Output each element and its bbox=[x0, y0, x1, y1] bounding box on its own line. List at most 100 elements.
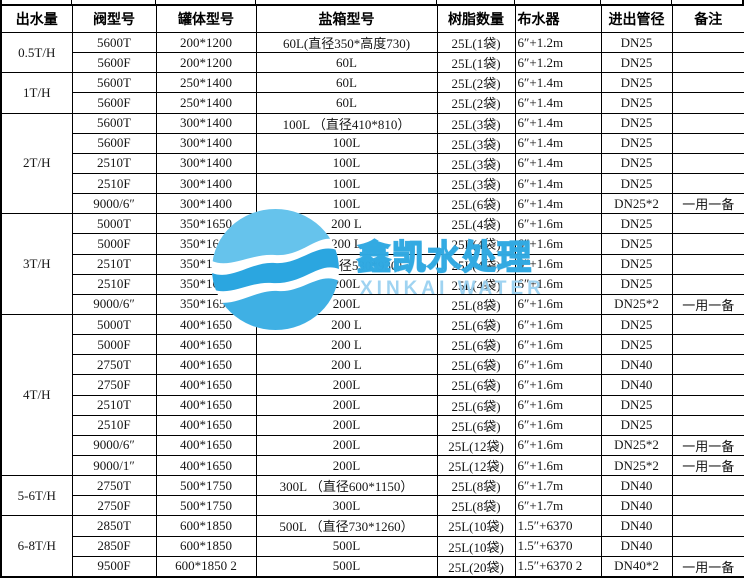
cell-salt-tank-model: 500L （直径730*1260） bbox=[255, 515, 438, 537]
cell-value: DN25 bbox=[620, 54, 653, 70]
cell-value: 5600F bbox=[97, 135, 131, 151]
cell-value: 6″+1.4m bbox=[517, 74, 564, 90]
cell-value: 300*1400 bbox=[180, 195, 232, 211]
cell-value: 2850F bbox=[97, 538, 131, 554]
cell-value: 60L bbox=[336, 54, 357, 70]
column-header-label: 树脂数量 bbox=[448, 13, 504, 28]
cell-value: 200*1200 bbox=[180, 54, 232, 70]
cell-value: 200L bbox=[332, 397, 361, 413]
cell-value: 350*1650 bbox=[180, 296, 232, 312]
table-row: 9000/6″ 300*1400 100L 25L(6袋) 6″+1.4m DN25*2 一… bbox=[1, 193, 744, 215]
cell-remark bbox=[671, 354, 744, 376]
cell-value: 25L(12袋) bbox=[448, 438, 504, 454]
cell-value: 一用一备 bbox=[682, 459, 735, 475]
cell-pipe-diameter: DN25*2 bbox=[600, 193, 673, 215]
cell-value: DN25 bbox=[620, 417, 653, 433]
cell-value: 25L(2袋) bbox=[451, 76, 501, 92]
cell-remark bbox=[671, 172, 744, 195]
cell-value: DN25 bbox=[620, 34, 653, 50]
cell-water-distributor: 6″+1.2m bbox=[514, 52, 602, 74]
cell-resin-quantity: 25L(6袋) bbox=[436, 394, 516, 416]
cell-valve-model: 5600T bbox=[71, 112, 157, 134]
cell-valve-model: 2850T bbox=[71, 515, 157, 537]
cell-tank-model: 600*1850 bbox=[155, 535, 257, 557]
cell-pipe-diameter: DN25 bbox=[600, 334, 673, 356]
cell-value: 2850T bbox=[97, 517, 131, 533]
cell-value: 6″+1.6m bbox=[517, 256, 564, 272]
cell-value: 2750T bbox=[97, 477, 131, 493]
cell-resin-quantity: 25L(3袋) bbox=[436, 152, 516, 174]
cell-salt-tank-model: 200 L bbox=[255, 233, 438, 255]
cell-tank-model: 400*1650 bbox=[155, 454, 257, 477]
cell-tank-model: 350*1650 bbox=[155, 273, 257, 295]
cell-remark bbox=[671, 414, 744, 436]
cell-value: 6″+1.6m bbox=[517, 336, 564, 352]
cell-water-distributor: 6″+1.4m bbox=[514, 193, 602, 215]
table-row: 2510T 400*1650 200L 25L(6袋) 6″+1.6m DN25 bbox=[1, 394, 744, 416]
grid-line-stub bbox=[436, 0, 437, 4]
cell-water-distributor: 6″+1.6m bbox=[514, 334, 602, 356]
cell-value: 6″+1.6m bbox=[517, 356, 564, 372]
cell-value: 25L(4袋) bbox=[451, 217, 501, 233]
cell-salt-tank-model: 60L bbox=[255, 72, 438, 94]
cell-valve-model: 9000/6″ bbox=[71, 434, 157, 456]
cell-valve-model: 5600T bbox=[71, 31, 157, 54]
cell-pipe-diameter: DN25 bbox=[600, 31, 673, 54]
table-row: 0.5T/H 5600T 200*1200 60L(直径350*高度730) 25L(1… bbox=[0, 31, 744, 74]
cell-value: 1.5″+6370 2 bbox=[517, 558, 583, 574]
cell-resin-quantity: 25L(1袋) bbox=[436, 31, 516, 54]
cell-value: 25L(8袋) bbox=[451, 297, 501, 313]
cell-tank-model: 400*1650 bbox=[155, 313, 257, 336]
cell-valve-model: 2510T bbox=[71, 394, 157, 416]
cell-value: 6″+1.6m bbox=[517, 215, 564, 231]
cell-tank-model: 300*1400 bbox=[155, 193, 257, 215]
cell-valve-model: 2510F bbox=[71, 273, 157, 295]
cell-pipe-diameter: DN25 bbox=[600, 92, 673, 114]
cell-tank-model: 250*1400 bbox=[155, 92, 257, 114]
cell-value: 25L(2袋) bbox=[451, 96, 501, 112]
cell-value: 2510T bbox=[97, 397, 131, 413]
cell-water-distributor: 6″+1.6m bbox=[514, 414, 602, 436]
cell-valve-model: 9500F bbox=[71, 555, 157, 578]
column-header-label: 布水器 bbox=[517, 13, 560, 28]
cell-water-distributor: 6″+1.6m bbox=[514, 394, 602, 416]
cell-value: 6″+1.2m bbox=[517, 54, 564, 70]
table-row: 1T/H 5600T 250*1400 60L 25L(2袋) 6″+1.4m DN25 bbox=[0, 72, 744, 114]
cell-remark bbox=[671, 213, 744, 235]
cell-value: 400*1650 bbox=[180, 376, 232, 392]
cell-value: 100L bbox=[332, 155, 361, 171]
cell-valve-model: 5000F bbox=[71, 233, 157, 255]
cell-value: 200L bbox=[332, 437, 361, 453]
cell-value: 100L bbox=[332, 175, 361, 191]
cell-value: DN25*2 bbox=[614, 457, 659, 473]
column-header-label: 出水量 bbox=[15, 13, 58, 28]
cell-water-distributor: 6″+1.6m bbox=[514, 273, 602, 295]
cell-valve-model: 9000/1″ bbox=[71, 454, 157, 477]
cell-value: 25L(8袋) bbox=[451, 479, 501, 495]
cell-value: DN25 bbox=[620, 74, 653, 90]
cell-value: 400*1650 bbox=[180, 417, 232, 433]
cell-value: 500L bbox=[332, 558, 361, 574]
table-row: 2750F 500*1750 300L 25L(8袋) 6″+1.7m DN40 bbox=[1, 495, 744, 517]
cell-pipe-diameter: DN25 bbox=[600, 52, 673, 74]
cell-tank-model: 350*1650 bbox=[155, 253, 257, 275]
cell-salt-tank-model: 300L （直径600*1150） bbox=[255, 475, 438, 497]
cell-value: 6″+1.6m bbox=[517, 417, 564, 433]
cell-value: DN25*2 bbox=[614, 296, 659, 312]
cell-value: DN25 bbox=[620, 235, 653, 251]
cell-value: 25L(3袋) bbox=[451, 177, 501, 193]
cell-output: 4T/H bbox=[0, 313, 73, 477]
cell-value: 25L(6袋) bbox=[451, 318, 501, 334]
cell-value: 300*1400 bbox=[180, 175, 232, 191]
cell-water-distributor: 6″+1.6m bbox=[514, 374, 602, 396]
cell-valve-model: 2750T bbox=[71, 475, 157, 497]
cell-water-distributor: 6″+1.6m bbox=[514, 293, 602, 315]
cell-value: DN25 bbox=[620, 316, 653, 332]
cell-value: 5600F bbox=[97, 94, 131, 110]
cell-resin-quantity: 25L(12袋) bbox=[436, 454, 516, 477]
cell-value: 400*1650 bbox=[180, 437, 232, 453]
column-header-tank-model: 罐体型号 bbox=[155, 4, 257, 33]
cell-output: 3T/H bbox=[0, 213, 73, 315]
cell-value: 5600T bbox=[97, 115, 131, 131]
cell-value: 300*1400 bbox=[180, 115, 232, 131]
